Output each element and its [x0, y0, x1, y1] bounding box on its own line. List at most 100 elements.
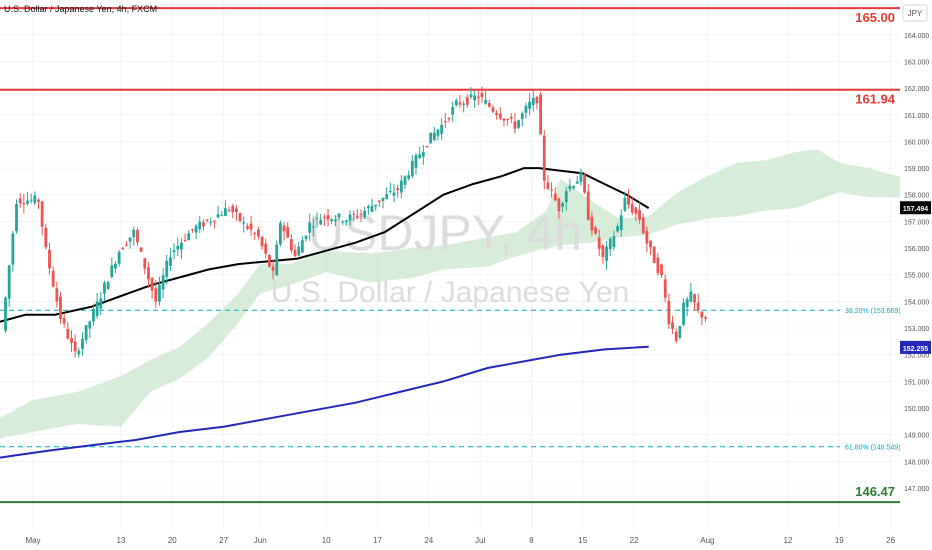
candle-body — [429, 132, 433, 144]
candle-body — [696, 302, 700, 310]
candle-body — [359, 213, 363, 215]
candle-body — [674, 331, 678, 342]
candle-body — [26, 200, 29, 204]
candle-body — [388, 191, 392, 193]
candle-body — [473, 95, 477, 101]
price-tick-label: 162.000 — [904, 86, 929, 93]
candle-body — [165, 260, 169, 277]
candle-body — [224, 208, 227, 216]
candle-body — [641, 217, 645, 234]
price-tick-label: 154.000 — [904, 299, 929, 306]
candle-body — [256, 229, 260, 237]
fibonacci-levels: 38.20% (153.669) 61.80% (148.549) — [0, 308, 901, 452]
price-tick-label: 155.000 — [904, 273, 929, 280]
candle-body — [601, 245, 605, 257]
price-tag-label: 152.255 — [903, 346, 928, 353]
candle-body — [213, 220, 216, 222]
candle-body — [114, 263, 117, 269]
candle-body — [88, 321, 92, 329]
currency-label: JPY — [908, 9, 923, 18]
candle-body — [198, 221, 202, 230]
candle-body — [150, 278, 154, 291]
candle-body — [147, 267, 150, 280]
candle-body — [169, 257, 172, 266]
candle-body — [399, 180, 403, 193]
candle-body — [209, 221, 213, 223]
candle-body — [407, 175, 411, 179]
time-axis[interactable]: May 13 20 27 Jun 10 17 24 Jul 8 15 22 Aug 12 19 26 — [0, 530, 932, 550]
candle-body — [297, 246, 301, 256]
candle-body — [260, 236, 264, 247]
price-tag-box — [900, 340, 931, 354]
currency-badge[interactable] — [902, 4, 928, 22]
candle-body — [348, 214, 352, 221]
price-tick-label: 161.000 — [904, 113, 929, 120]
candle-body — [491, 107, 495, 112]
candle-body — [645, 230, 649, 244]
candle-body — [330, 219, 334, 222]
candle-body — [161, 275, 165, 290]
level-label: 161.94 — [855, 92, 896, 107]
candle-body — [656, 257, 660, 274]
horizontal-levels: 165.00 161.94 146.47 — [0, 7, 900, 504]
time-tick-label: Jul — [475, 536, 485, 545]
candle-body — [421, 151, 425, 157]
candle-body — [583, 174, 586, 193]
candle-body — [605, 246, 608, 261]
candle-body — [454, 100, 458, 106]
candle-body — [568, 185, 572, 189]
candle-body — [172, 250, 176, 252]
candle-body — [282, 225, 286, 232]
candle-body — [366, 206, 370, 209]
candle-body — [436, 129, 440, 136]
ma-slow-line — [0, 345, 649, 459]
candle-body — [311, 226, 315, 228]
candle-body — [451, 107, 455, 115]
candle-body — [139, 247, 143, 252]
candle-body — [363, 210, 367, 218]
candle-body — [235, 208, 238, 212]
price-tick-label: 158.000 — [904, 193, 929, 200]
candle-body — [700, 311, 704, 318]
candle-body — [154, 288, 158, 302]
price-tick-label: 151.000 — [904, 379, 929, 386]
candle-body — [638, 210, 641, 220]
candle-body — [517, 120, 521, 128]
candle-body — [238, 213, 242, 221]
candle-body — [396, 188, 400, 191]
candle-body — [392, 192, 396, 196]
candle-body — [315, 217, 319, 219]
candle-body — [289, 239, 293, 251]
candle-body — [553, 193, 557, 201]
candle-body — [667, 300, 671, 325]
candle-body — [660, 264, 663, 275]
price-tags: 157.494 152.255 — [900, 201, 931, 354]
candle-body — [509, 116, 513, 119]
candle-body — [528, 101, 532, 109]
candle-body — [121, 248, 125, 250]
candle-body — [180, 242, 183, 250]
candle-body — [663, 279, 667, 298]
candle-body — [278, 222, 282, 245]
candle-body — [84, 325, 88, 340]
candle-body — [231, 205, 235, 213]
candle-body — [616, 226, 619, 232]
candle-body — [403, 176, 407, 185]
candle-body — [92, 309, 95, 322]
candle-body — [671, 322, 674, 329]
candle-body — [117, 252, 121, 264]
cloud-fill — [0, 149, 928, 440]
candle-body — [183, 239, 187, 241]
price-axis[interactable]: 147.000 148.000 149.000 150.000 151.000 152.0… — [900, 0, 932, 530]
candle-body — [693, 294, 696, 303]
candle-body — [267, 255, 271, 267]
candle-body — [586, 191, 590, 220]
candle-body — [649, 240, 652, 248]
price-tag-label: 157.494 — [903, 206, 928, 213]
candle-body — [143, 258, 147, 269]
time-tick-label: 12 — [784, 536, 793, 545]
candle-body — [128, 237, 132, 242]
candle-body — [216, 214, 220, 218]
candle-body — [22, 203, 26, 205]
